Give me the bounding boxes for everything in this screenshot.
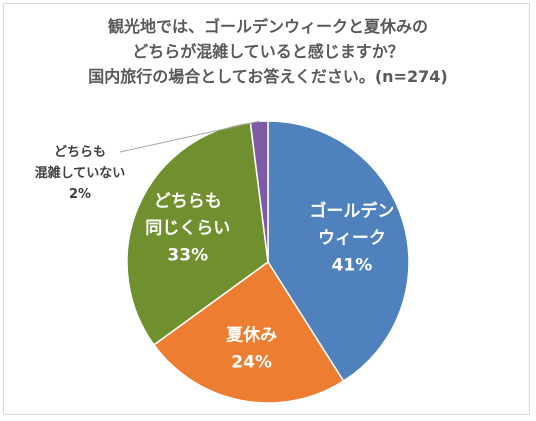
slice-label-same-2: 同じくらい: [145, 218, 230, 238]
title-line-1: 観光地では、ゴールデンウィークと夏休みの: [107, 17, 428, 36]
slice-label-neither-1: どちらも: [54, 145, 106, 160]
slice-value-golden_week: 41%: [332, 256, 373, 276]
chart-title: 観光地では、ゴールデンウィークと夏休みの どちらが混雑していると感じますか？ 国…: [0, 14, 536, 89]
leader-line-neither: [119, 120, 260, 153]
title-line-2: どちらが混雑していると感じますか？: [132, 42, 404, 61]
slice-value-summer: 24%: [231, 352, 272, 372]
slice-label-same-1: どちらも: [154, 191, 222, 211]
slice-label-summer-1: 夏休み: [226, 324, 277, 345]
slice-value-same: 33%: [167, 245, 208, 265]
pie-slice-summer: [152, 260, 345, 404]
pie-slice-golden_week: [267, 120, 410, 383]
slice-label-golden_week-2: ウィーク: [318, 229, 386, 249]
slice-value-neither: 2%: [69, 187, 91, 202]
slice-label-golden_week-1: ゴールデン: [309, 201, 394, 222]
title-line-3: 国内旅行の場合としてお答えください。(n=274): [88, 67, 448, 86]
slice-label-neither-2: 混雑していない: [35, 165, 126, 181]
